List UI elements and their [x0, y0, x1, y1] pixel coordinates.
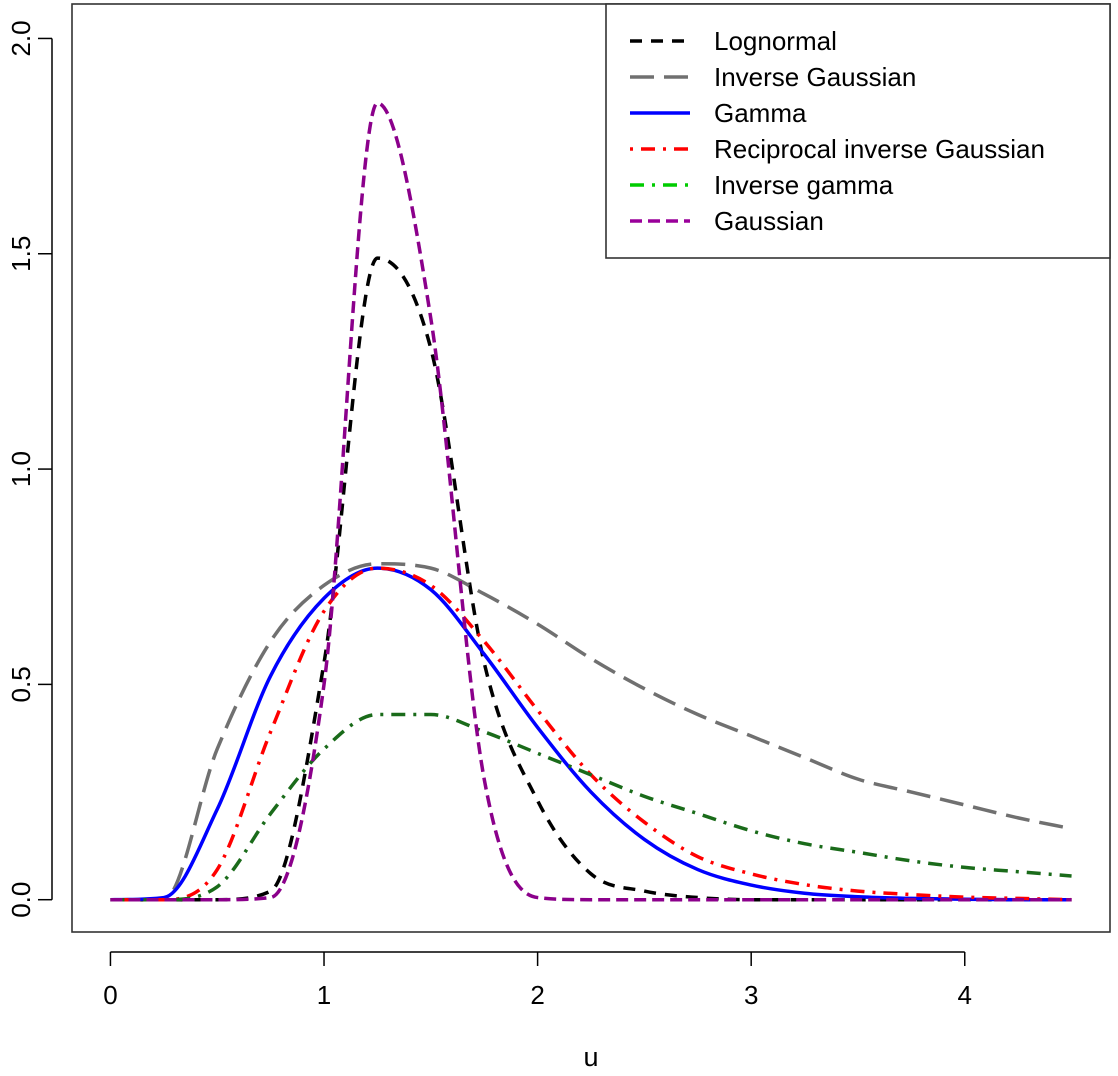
legend-box — [605, 3, 1111, 259]
x-axis-title: u — [583, 1042, 598, 1072]
x-tick-label: 3 — [744, 980, 758, 1010]
x-tick-label: 1 — [317, 980, 331, 1010]
legend-label-lognormal: Lognormal — [714, 26, 837, 56]
series-line-inverse-gamma — [110, 712, 1072, 902]
y-tick-label: 1.5 — [6, 236, 36, 272]
series-layer — [110, 101, 1072, 902]
plot-frame — [71, 3, 1111, 933]
y-tick-label: 0.5 — [6, 666, 36, 702]
legend-label-inverse-gamma: Inverse gamma — [714, 170, 894, 200]
x-tick-label: 0 — [103, 980, 117, 1010]
legend-label-reciprocal-inverse-gaussian: Reciprocal inverse Gaussian — [714, 134, 1045, 164]
x-tick-label: 2 — [530, 980, 544, 1010]
legend: Lognormal Inverse Gaussian Gamma Reciprocal… — [605, 3, 1111, 259]
legend-label-inverse-gaussian: Inverse Gaussian — [714, 62, 916, 92]
x-tick-label: 4 — [958, 980, 972, 1010]
series-line-lognormal — [110, 256, 1072, 902]
series-line-gaussian — [110, 101, 1072, 902]
y-tick-label: 1.0 — [6, 451, 36, 487]
x-axis: 0 1 2 3 4 — [103, 951, 972, 1010]
y-tick-label: 0.0 — [6, 882, 36, 918]
y-axis: 0.0 0.5 1.0 1.5 2.0 — [6, 20, 53, 918]
legend-label-gamma: Gamma — [714, 98, 807, 128]
legend-label-gaussian: Gaussian — [714, 206, 824, 236]
y-tick-label: 2.0 — [6, 20, 36, 56]
